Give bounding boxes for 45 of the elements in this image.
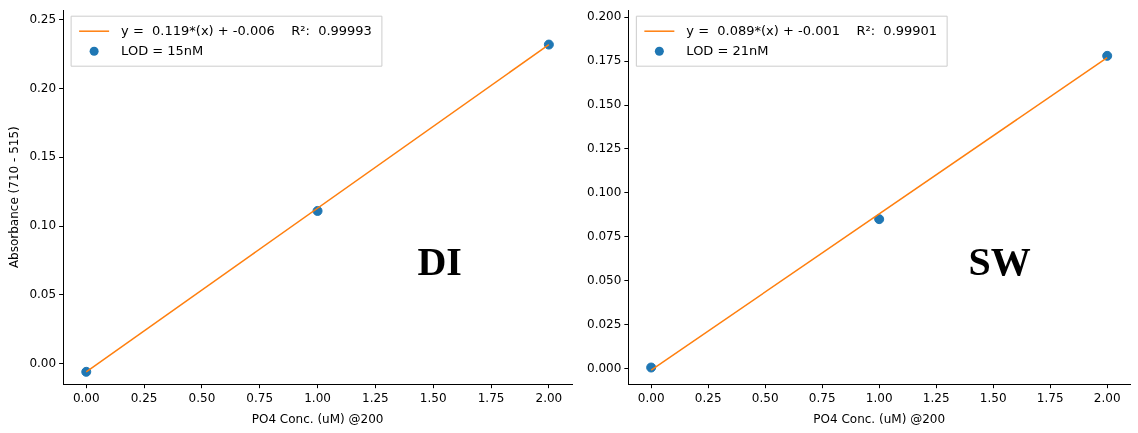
legend-label: LOD = 21nM bbox=[686, 42, 769, 58]
y-tick-label: 0.050 bbox=[586, 272, 622, 287]
x-tick-label: 1.00 bbox=[304, 390, 331, 405]
legend-label: LOD = 15nM bbox=[121, 42, 204, 58]
x-tick-label: 0.75 bbox=[808, 390, 836, 405]
annotation: DI bbox=[417, 238, 462, 284]
y-tick-label: 0.15 bbox=[29, 149, 57, 164]
annotation: SW bbox=[968, 238, 1031, 284]
y-tick-label: 0.20 bbox=[29, 80, 57, 95]
legend-label: y = 0.119*(x) + -0.006 R²: 0.99993 bbox=[121, 22, 372, 38]
x-tick-label: 2.00 bbox=[535, 390, 563, 405]
y-tick-label: 0.125 bbox=[586, 141, 622, 156]
x-tick-label: 1.25 bbox=[922, 390, 950, 405]
y-tick-label: 0.175 bbox=[586, 53, 622, 68]
x-tick-label: 1.75 bbox=[477, 390, 505, 405]
x-tick-label: 0.00 bbox=[637, 390, 665, 405]
point bbox=[874, 214, 885, 225]
y-tick-label: 0.150 bbox=[586, 97, 622, 112]
x-tick-label: 0.25 bbox=[694, 390, 722, 405]
x-tick-label: 1.50 bbox=[979, 390, 1007, 405]
point bbox=[81, 366, 92, 377]
x-tick-label: 1.75 bbox=[1036, 390, 1064, 405]
y-tick-label: 0.075 bbox=[586, 228, 622, 243]
x-axis-title: PO4 Conc. (uM) @200 bbox=[813, 411, 946, 426]
y-tick-label: 0.100 bbox=[586, 184, 622, 199]
y-tick-label: 0.25 bbox=[29, 11, 57, 26]
y-tick-label: 0.05 bbox=[29, 286, 57, 301]
x-tick-label: 0.50 bbox=[188, 390, 216, 405]
x-tick-label: 0.25 bbox=[130, 390, 158, 405]
x-tick-label: 2.00 bbox=[1093, 390, 1121, 405]
x-tick-label: 1.50 bbox=[419, 390, 447, 405]
x-tick-label: 0.00 bbox=[72, 390, 100, 405]
x-tick-label: 1.00 bbox=[865, 390, 893, 405]
x-tick-label: 0.50 bbox=[751, 390, 779, 405]
y-tick-label: 0.00 bbox=[29, 355, 57, 370]
y-tick-label: 0.10 bbox=[29, 218, 57, 233]
y-tick-label: 0.025 bbox=[586, 316, 622, 331]
y-tick-label: 0.200 bbox=[586, 9, 622, 24]
legend-label: y = 0.089*(x) + -0.001 R²: 0.99901 bbox=[686, 22, 938, 38]
y-axis-title: Absorbance (710 - 515) bbox=[7, 126, 22, 269]
x-tick-label: 0.75 bbox=[246, 390, 274, 405]
point bbox=[1102, 50, 1113, 61]
x-tick-label: 1.25 bbox=[362, 390, 389, 405]
x-axis-title: PO4 Conc. (uM) @200 bbox=[251, 411, 384, 426]
y-tick-label: 0.000 bbox=[586, 360, 622, 375]
